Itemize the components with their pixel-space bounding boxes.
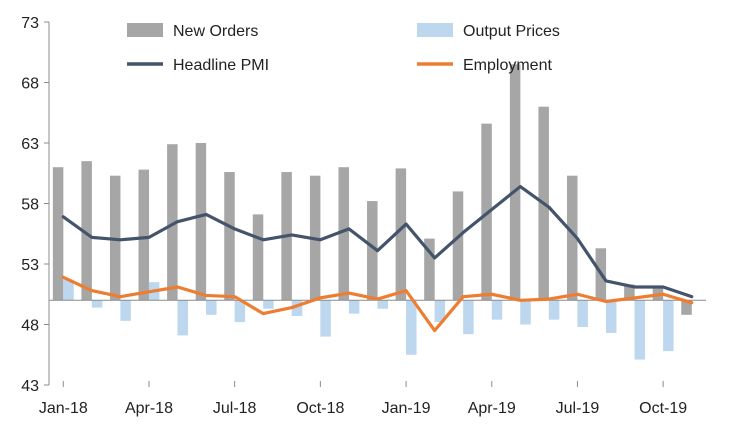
legend-label: New Orders bbox=[173, 23, 258, 40]
bar-output-prices bbox=[206, 300, 217, 315]
bar-output-prices bbox=[634, 300, 646, 360]
y-tick-label: 68 bbox=[21, 76, 39, 93]
bar-new-orders bbox=[681, 300, 692, 315]
bar-new-orders bbox=[509, 64, 521, 301]
bar-new-orders bbox=[424, 238, 435, 301]
line-employment bbox=[61, 275, 694, 333]
bars-layer bbox=[52, 64, 692, 360]
bar-new-orders bbox=[224, 172, 235, 301]
bar-output-prices bbox=[520, 300, 531, 325]
y-tick-label: 48 bbox=[21, 318, 39, 335]
y-tick-label: 43 bbox=[21, 378, 39, 395]
bar-output-prices bbox=[434, 300, 446, 323]
x-tick-label: Oct-19 bbox=[639, 400, 687, 417]
bar-new-orders bbox=[367, 201, 378, 301]
bar-output-prices bbox=[491, 300, 503, 320]
bar-new-orders bbox=[338, 167, 349, 301]
x-tick-label: Oct-18 bbox=[296, 400, 344, 417]
series-new-orders bbox=[52, 64, 692, 315]
bar-output-prices bbox=[120, 300, 131, 321]
bar-output-prices bbox=[548, 300, 560, 320]
x-tick-label: Jan-18 bbox=[39, 400, 88, 417]
bar-new-orders bbox=[252, 214, 264, 301]
y-tick-label: 73 bbox=[21, 15, 39, 32]
bar-output-prices bbox=[463, 300, 474, 335]
bar-new-orders bbox=[81, 161, 92, 301]
bar-output-prices bbox=[663, 300, 674, 352]
x-axis-ticks: Jan-18 Apr-18 Jul-18 Oct-18 Jan-19 Apr-19 Jul-… bbox=[39, 381, 687, 417]
line-headline-pmi bbox=[61, 184, 694, 299]
bar-output-prices bbox=[91, 300, 103, 308]
x-tick-label: Jan-19 bbox=[382, 400, 431, 417]
bar-output-prices bbox=[63, 279, 74, 301]
bar-output-prices bbox=[320, 300, 331, 337]
bar-output-prices bbox=[291, 300, 303, 317]
legend-item-new-orders: New Orders bbox=[127, 23, 258, 40]
legend-item-headline-pmi: Headline PMI bbox=[127, 57, 269, 74]
bar-new-orders bbox=[52, 167, 64, 301]
bar-new-orders bbox=[167, 144, 178, 301]
bar-output-prices bbox=[577, 300, 588, 327]
bar-output-prices bbox=[377, 300, 388, 309]
legend-swatch bbox=[417, 23, 453, 37]
bar-new-orders bbox=[567, 175, 578, 301]
lines-layer bbox=[61, 184, 694, 333]
bar-output-prices bbox=[406, 300, 417, 355]
y-tick-label: 58 bbox=[21, 197, 39, 214]
legend-swatch bbox=[127, 23, 163, 37]
bar-output-prices bbox=[348, 300, 360, 314]
x-tick-label: Jul-19 bbox=[556, 400, 600, 417]
series-output-prices bbox=[63, 279, 674, 360]
legend-label: Employment bbox=[463, 57, 552, 74]
legend-item-output-prices: Output Prices bbox=[417, 23, 560, 40]
legend-item-employment: Employment bbox=[417, 57, 552, 74]
y-tick-label: 53 bbox=[21, 257, 39, 274]
legend-label: Headline PMI bbox=[173, 57, 269, 74]
y-tick-label: 63 bbox=[21, 136, 39, 153]
legend: New Orders Output Prices Headline PMI Emplo… bbox=[127, 23, 560, 74]
bar-output-prices bbox=[263, 300, 274, 309]
bar-output-prices bbox=[605, 300, 617, 333]
bar-new-orders bbox=[395, 168, 407, 301]
legend-label: Output Prices bbox=[463, 23, 560, 40]
y-axis-ticks: 43 48 53 58 63 68 73 bbox=[21, 15, 49, 395]
bar-output-prices bbox=[177, 300, 188, 336]
bar-output-prices bbox=[234, 300, 246, 323]
x-tick-label: Apr-19 bbox=[468, 400, 516, 417]
x-tick-label: Jul-18 bbox=[213, 400, 257, 417]
x-tick-label: Apr-18 bbox=[125, 400, 173, 417]
bar-new-orders bbox=[452, 191, 464, 301]
bar-new-orders bbox=[624, 284, 635, 301]
bar-new-orders bbox=[138, 169, 150, 301]
bar-new-orders bbox=[195, 143, 207, 301]
